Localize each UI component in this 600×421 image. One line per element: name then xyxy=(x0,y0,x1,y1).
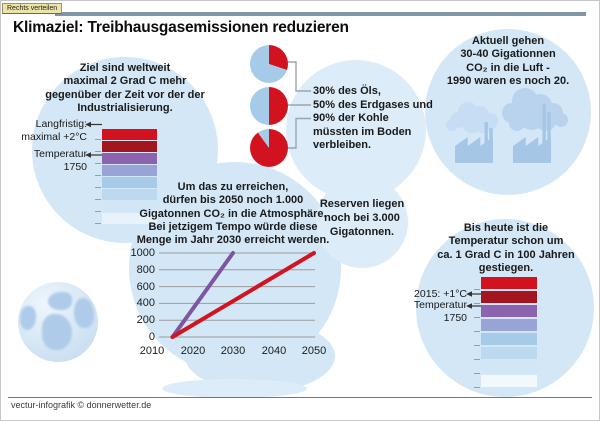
today-scale-tick xyxy=(474,303,480,304)
today-scale-bar-7 xyxy=(481,361,537,373)
pie-chart-gas xyxy=(250,87,288,125)
today-scale-bar-1 xyxy=(481,277,537,289)
x-axis-tick: 2040 xyxy=(261,345,287,357)
pie-text: 30% des Öls, 50% des Erdgases und 90% de… xyxy=(313,85,443,153)
pie-text-line: verbleiben. xyxy=(313,139,372,151)
goal-text-line: gegenüber der Zeit vor der der xyxy=(45,88,205,101)
globe-continent-asia xyxy=(74,298,94,328)
y-axis-tick: 200 xyxy=(136,314,155,326)
today-scale-tick xyxy=(474,345,480,346)
goal-scale-baseline-label: Temperatur 1750 xyxy=(33,148,87,173)
pie-chart-oil xyxy=(250,45,288,83)
budget-text-line: Menge im Jahr 2030 erreicht werden. xyxy=(136,234,330,247)
goal-scale-tick xyxy=(95,199,101,200)
globe-continent-africa xyxy=(42,314,72,350)
budget-text: Um das zu erreichen, dürfen bis 2050 noc… xyxy=(133,181,333,247)
today-scale-top-label: 2015: +1°C xyxy=(414,288,467,300)
pie-text-line: 50% des Erdgases und xyxy=(313,98,433,111)
pie-text-line: 30% des Öls, xyxy=(313,85,381,97)
goal-scale-bar-4 xyxy=(102,165,157,176)
pie-text-line: 90% der Kohle xyxy=(313,112,389,124)
today-text-line: ca. 1 Grad C in 100 Jahren xyxy=(437,248,575,261)
editor-tooltip-tag: Rechts verteilen xyxy=(2,3,63,14)
goal-scale-tick xyxy=(95,139,101,140)
current-text-line: 1990 waren es noch 20. xyxy=(446,74,570,87)
goal-scale-tick xyxy=(95,223,101,224)
today-scale-bar-5 xyxy=(481,333,537,345)
today-scale-bar-4 xyxy=(481,319,537,331)
x-axis-tick: 2020 xyxy=(180,345,206,357)
today-scale-tick xyxy=(474,331,480,332)
goal-scale-bar-3 xyxy=(102,153,157,164)
today-scale-tick xyxy=(474,289,480,290)
goal-scale-tick xyxy=(95,163,101,164)
budget-text-line: Bei jetzigem Tempo würde diese xyxy=(148,220,318,233)
factory-year-2015: 2015 xyxy=(519,148,545,160)
today-text-line: Bis heute ist die xyxy=(463,222,549,234)
bottom-partial-bubble xyxy=(162,379,307,398)
goal-scale-tick xyxy=(95,211,101,212)
reserves-text-line: noch bei 3.000 xyxy=(324,211,400,224)
goal-text: Ziel sind weltweit maximal 2 Grad C mehr… xyxy=(40,62,210,115)
goal-scale-tick xyxy=(95,175,101,176)
y-axis-tick: 0 xyxy=(148,331,155,343)
today-text: Bis heute ist die Temperatur schon um ca… xyxy=(420,222,592,275)
budget-text-line: dürfen bis 2050 noch 1.000 xyxy=(162,194,304,207)
today-text-line: gestiegen. xyxy=(478,261,534,274)
factory-year-1990: 1990 xyxy=(461,148,487,160)
today-text-line: Temperatur schon um xyxy=(448,235,564,248)
goal-scale-bar-8 xyxy=(102,213,157,224)
goal-scale-bar-6 xyxy=(102,189,157,200)
footer-credit: vectur-infografik © donnerwetter.de xyxy=(11,400,152,410)
globe-continent-europe xyxy=(48,292,72,310)
goal-text-line: maximal 2 Grad C mehr xyxy=(63,75,187,88)
today-scale-tick xyxy=(474,387,480,388)
pie-text-line: müssten im Boden xyxy=(313,125,412,138)
goal-scale-tick xyxy=(95,151,101,152)
reserves-text-line: Gigatonnen. xyxy=(329,225,395,238)
reserves-text-line: Reserven liegen xyxy=(319,198,405,210)
budget-text-line: Gigatonnen CO₂ in die Atmosphäre. xyxy=(139,207,327,220)
goal-scale-bar-5 xyxy=(102,177,157,188)
y-axis-tick: 600 xyxy=(136,281,155,293)
x-axis-tick: 2030 xyxy=(220,345,246,357)
today-scale-tick xyxy=(474,359,480,360)
goal-scale-bar-2 xyxy=(102,141,157,152)
pie-chart-coal xyxy=(250,129,288,167)
current-text-line: 30-40 Gigationnen xyxy=(460,48,556,61)
footer-rule xyxy=(8,397,592,398)
current-text-line: CO₂ in die Luft - xyxy=(466,61,550,74)
today-scale-bar-8 xyxy=(481,375,537,387)
today-scale-bar-3 xyxy=(481,305,537,317)
reserves-bubble xyxy=(316,176,408,268)
y-axis-tick: 400 xyxy=(136,297,155,309)
header-rule xyxy=(55,12,586,16)
goal-scale-tick xyxy=(95,187,101,188)
today-scale-baseline-label: Temperatur 1750 xyxy=(413,299,467,324)
goal-text-line: Industrialisierung. xyxy=(77,101,173,114)
earth-globe xyxy=(18,282,98,362)
today-scale-tick xyxy=(474,317,480,318)
y-axis-tick: 800 xyxy=(136,264,155,276)
goal-scale-bar-7 xyxy=(102,201,157,212)
y-axis-tick: 1000 xyxy=(130,247,155,259)
goal-scale-bar-1 xyxy=(102,129,157,140)
budget-text-line: Um das zu erreichen, xyxy=(177,181,289,193)
current-text-line: Aktuell gehen xyxy=(471,35,545,47)
today-scale-bar-2 xyxy=(481,291,537,303)
current-emissions-text: Aktuell gehen 30-40 Gigationnen CO₂ in d… xyxy=(428,35,588,88)
goal-text-line: Ziel sind weltweit xyxy=(79,62,171,74)
goal-scale-top-label: Langfristig: maximal +2°C xyxy=(21,118,87,143)
today-scale-bar-6 xyxy=(481,347,537,359)
x-axis-tick: 2050 xyxy=(301,345,327,357)
page-title: Klimaziel: Treibhausgasemissionen reduzi… xyxy=(13,19,349,36)
x-axis-tick: 2010 xyxy=(139,345,165,357)
globe-continent-west xyxy=(20,306,36,330)
reserves-text: Reserven liegen noch bei 3.000 Gigatonne… xyxy=(316,198,408,239)
today-scale-tick xyxy=(474,373,480,374)
